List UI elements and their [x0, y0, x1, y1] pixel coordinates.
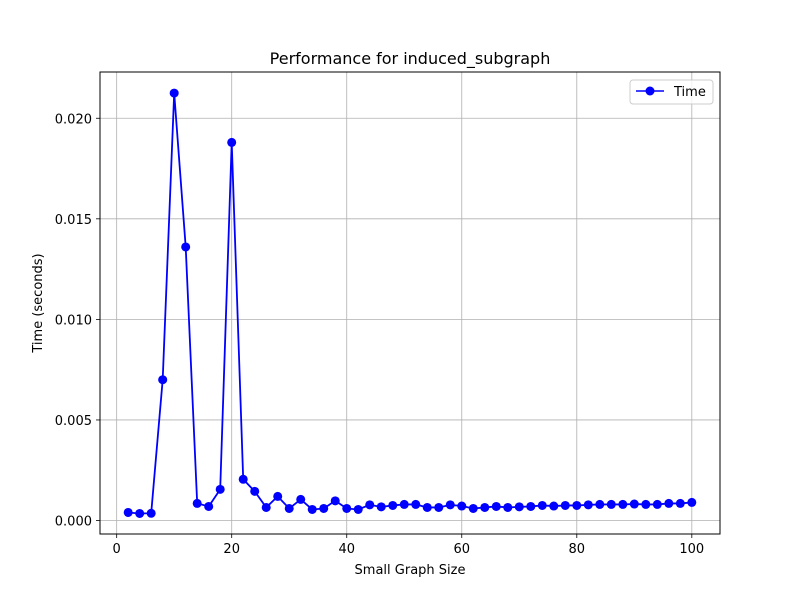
- data-point: [675, 498, 685, 508]
- data-point: [376, 502, 386, 512]
- data-point: [388, 500, 398, 510]
- y-axis-title: Time (seconds): [31, 253, 46, 353]
- data-point: [399, 499, 409, 509]
- x-tick-label: 40: [338, 542, 355, 557]
- data-point: [330, 496, 340, 506]
- data-point: [273, 491, 283, 501]
- y-tick-label: 0.005: [55, 414, 92, 429]
- data-point: [468, 503, 478, 513]
- y-tick-label: 0.020: [55, 112, 92, 127]
- data-point: [261, 502, 271, 512]
- data-point: [411, 499, 421, 509]
- legend-label: Time: [673, 85, 706, 100]
- data-point: [296, 494, 306, 504]
- data-point: [641, 499, 651, 509]
- data-point: [353, 504, 363, 514]
- data-point: [549, 501, 559, 511]
- data-point: [215, 484, 225, 494]
- x-tick-label: 0: [113, 542, 121, 557]
- data-point: [526, 501, 536, 511]
- data-point: [238, 474, 248, 484]
- data-point: [480, 502, 490, 512]
- data-point: [135, 508, 145, 518]
- chart-title: Performance for induced_subgraph: [270, 49, 551, 69]
- x-axis-title: Small Graph Size: [355, 563, 466, 578]
- data-point: [445, 500, 455, 510]
- legend: Time: [629, 79, 714, 105]
- data-point: [664, 498, 674, 508]
- data-point: [514, 502, 524, 512]
- data-point: [319, 503, 329, 513]
- y-tick-label: 0.015: [55, 213, 92, 228]
- x-tick-label: 100: [679, 542, 704, 557]
- data-point: [503, 502, 513, 512]
- data-point: [572, 500, 582, 510]
- data-point: [169, 88, 179, 98]
- data-point: [687, 497, 697, 507]
- data-point: [250, 486, 260, 496]
- data-point: [146, 508, 156, 518]
- data-point: [618, 499, 628, 509]
- data-point: [560, 500, 570, 510]
- axis-ticks: 0 20 40 60 80 100 0.000 0.005 0.010 0.015 0.020: [55, 112, 704, 557]
- y-tick-label: 0.000: [55, 515, 92, 530]
- legend-box: [629, 79, 714, 105]
- data-point: [422, 502, 432, 512]
- legend-marker-sample: [645, 86, 655, 96]
- plot-area-frame: [99, 71, 721, 535]
- data-point: [606, 499, 616, 509]
- data-point: [204, 501, 214, 511]
- data-point: [342, 503, 352, 513]
- x-tick-label: 80: [569, 542, 586, 557]
- data-point: [652, 499, 662, 509]
- data-point: [491, 501, 501, 511]
- data-point: [595, 499, 605, 509]
- data-point: [629, 499, 639, 509]
- x-tick-label: 20: [223, 542, 240, 557]
- data-point: [434, 502, 444, 512]
- data-point: [457, 501, 467, 511]
- data-point: [192, 498, 202, 508]
- data-point: [158, 375, 168, 385]
- data-point: [365, 500, 375, 510]
- data-point: [583, 500, 593, 510]
- data-series: [123, 88, 697, 518]
- data-point: [227, 137, 237, 147]
- data-point: [307, 504, 317, 514]
- y-tick-label: 0.010: [55, 313, 92, 328]
- data-point: [181, 242, 191, 252]
- data-point: [537, 500, 547, 510]
- data-point: [123, 507, 133, 517]
- grid-lines: [100, 72, 720, 534]
- data-point: [284, 503, 294, 513]
- x-tick-label: 60: [453, 542, 470, 557]
